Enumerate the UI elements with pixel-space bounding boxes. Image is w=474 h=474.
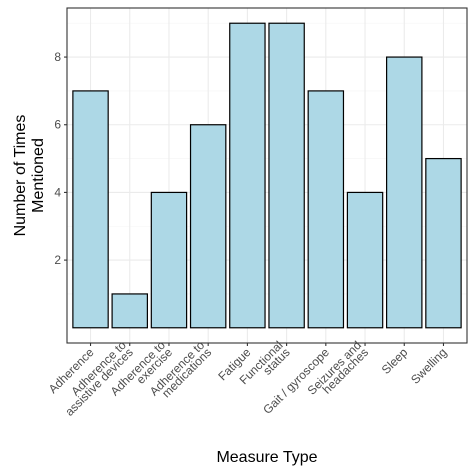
bar (229, 22, 266, 329)
y-axis-title: Number of TimesMentioned (12, 115, 47, 237)
y-axis: 2 4 6 8 (54, 50, 67, 267)
bar (268, 22, 305, 329)
x-tick-label: Sleep (379, 345, 411, 377)
x-tick-label: Swelling (408, 345, 450, 387)
x-axis-title: Measure Type (216, 449, 317, 466)
bar (72, 90, 109, 329)
y-tick-label: 6 (54, 118, 61, 132)
bar (386, 56, 423, 329)
bar (189, 124, 227, 329)
bar (346, 191, 384, 329)
bars (72, 22, 462, 329)
bar (307, 90, 345, 329)
bar (111, 293, 148, 329)
panel-border (66, 7, 468, 344)
y-tick-label: 2 (54, 253, 61, 267)
bar (425, 157, 462, 329)
y-tick-label: 8 (54, 50, 61, 64)
bar (150, 191, 188, 329)
y-tick-label: 4 (54, 185, 61, 199)
